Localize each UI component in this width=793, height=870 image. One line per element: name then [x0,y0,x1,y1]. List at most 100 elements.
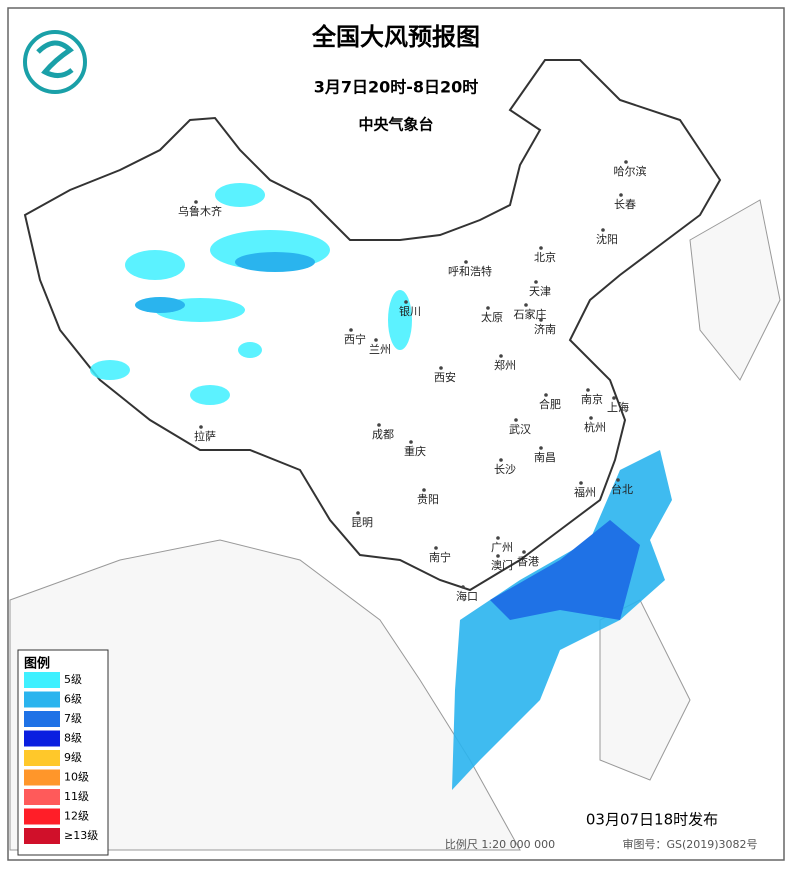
legend-label: 7级 [64,712,82,725]
city-label: 广州 [491,541,513,554]
release-time: 03月07日18时发布 [586,811,718,829]
legend-swatch [24,730,60,747]
city-label: 天津 [529,285,551,298]
city-label: 福州 [574,485,596,499]
city-label: 成都 [372,428,394,441]
city-label: 西安 [434,370,456,384]
city-dot [612,396,616,400]
city-label: 长春 [614,198,636,211]
legend-label: 12级 [64,810,89,823]
city-label: 北京 [534,250,556,264]
city-dot [199,425,203,429]
china-outline [23,59,722,592]
legend-label: 11级 [64,790,89,803]
scale: 比例尺 1:20 000 000 [445,837,555,851]
city-dot [586,388,590,392]
city-label: 沈阳 [596,232,618,246]
legend-label: 10级 [64,771,89,784]
city-label: 贵阳 [417,493,439,506]
city-label: 拉萨 [194,429,216,443]
city-label: 西宁 [344,332,366,346]
city-label: 南京 [581,392,603,406]
city-label: 澳门 [491,558,513,572]
city-label: 香港 [517,555,539,568]
legend-label: 5级 [64,673,82,686]
title: 全国大风预报图 [311,23,480,51]
city-dot [499,458,503,462]
legend: 图例 5级 6级 7级 8级 9级 10级 11级 12级 ≥13级 [17,649,109,856]
city-label: 南昌 [534,451,556,464]
legend-label: ≥13级 [64,829,98,842]
city-dot [539,446,543,450]
legend-swatch [24,828,60,844]
city-dot [524,303,528,307]
city-dot [601,228,605,232]
wind-area-6-north [135,252,315,313]
city-dot [539,318,543,322]
city-label: 呼和浩特 [448,264,492,278]
approval: 审图号：GS(2019)3082号 [622,837,757,851]
city-dot [409,440,413,444]
city-label: 海口 [456,589,478,603]
city-dot [619,193,623,197]
city-label: 石家庄 [514,307,547,321]
city-label: 台北 [611,482,633,496]
legend-swatch [24,691,60,708]
city-dot [461,585,465,589]
city-dot [349,328,353,332]
city-label: 太原 [481,311,503,324]
legend-title: 图例 [24,656,50,672]
city-label: 长沙 [494,463,516,476]
background-land [9,199,781,851]
city-label: 银川 [399,304,421,318]
city-label: 昆明 [351,516,373,529]
city-label: 武汉 [509,423,531,436]
city-label: 南宁 [429,550,451,564]
city-dot [514,418,518,422]
city-dot [434,546,438,550]
wind-area-7 [490,520,640,620]
city-label: 合肥 [539,397,561,411]
city-dot [439,366,443,370]
city-dot [377,423,381,427]
city-dot [544,393,548,397]
legend-label: 8级 [64,732,82,745]
city-dot [539,246,543,250]
city-label: 哈尔滨 [614,164,647,178]
city-label: 兰州 [369,343,391,356]
city-dot [356,511,360,515]
city-label: 杭州 [584,420,606,434]
city-label: 济南 [534,322,556,336]
city-dot [464,260,468,264]
city-label: 郑州 [494,358,516,372]
city-label: 重庆 [404,444,426,458]
city-dot [589,416,593,420]
city-dot [496,536,500,540]
legend-swatch [24,711,60,727]
legend-swatch [24,808,60,825]
city-dot [522,550,526,554]
city-dot [579,481,583,485]
city-dot [499,354,503,358]
city-dot [486,306,490,310]
city-dot [616,478,620,482]
city-dot [374,338,378,342]
city-dot [624,160,628,164]
legend-swatch [24,769,60,786]
city-labels: 乌鲁木齐 哈尔滨长春沈阳北京呼和浩特天津银川太原 石家庄济南西宁兰州郑州西安合肥 南京… [178,160,647,603]
legend-swatch [24,750,60,766]
legend-swatch [24,789,60,805]
city-label: 乌鲁木齐 [178,204,222,218]
city-dot [534,280,538,284]
date-range: 3月7日20时-8日20时 [314,78,479,97]
logo-mark [36,40,74,78]
city-dot [422,488,426,492]
city-label: 上海 [607,400,629,414]
city-dot [404,300,408,304]
city-dot [194,200,198,204]
legend-swatch [24,672,60,688]
issuer: 中央气象台 [358,116,433,134]
legend-label: 6级 [64,693,82,706]
legend-label: 9级 [64,751,82,764]
